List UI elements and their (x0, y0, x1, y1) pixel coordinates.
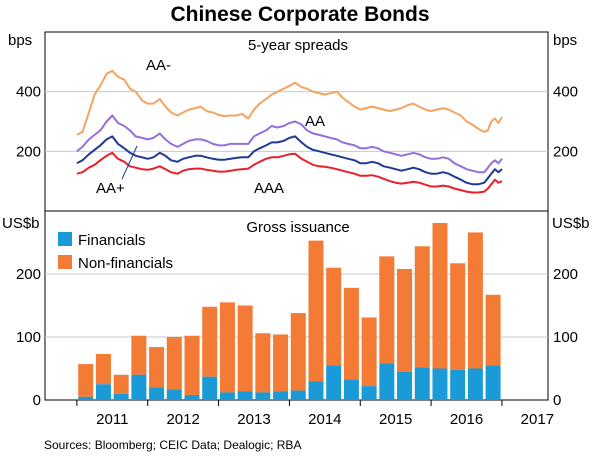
bar-financials (166, 389, 182, 400)
x-axis-year-label: 2014 (308, 411, 341, 428)
x-axis-year-label: 2013 (237, 411, 270, 428)
bar-financials (308, 381, 324, 400)
bar-nonfinancials (237, 305, 253, 392)
x-axis-year-label: 2016 (450, 411, 483, 428)
bar-financials (290, 390, 306, 400)
bar-nonfinancials (361, 317, 377, 387)
bar-financials (202, 376, 218, 400)
x-axis-year-label: 2012 (166, 411, 199, 428)
bar-financials (131, 374, 147, 400)
legend: Financials Non-financials (58, 232, 173, 272)
source-note: Sources: Bloomberg; CEIC Data; Dealogic;… (44, 438, 301, 452)
issuance-right-tick-label: 100 (553, 329, 578, 346)
spreads-lines (76, 69, 503, 194)
x-axis-year-label: 2015 (379, 411, 412, 428)
series-label-aaa: AAA (254, 180, 284, 197)
bar-nonfinancials (255, 333, 271, 393)
issuance-left-tick-label: 100 (16, 329, 41, 346)
bar-financials (432, 368, 448, 400)
issuance-panel-title: Gross issuance (246, 219, 349, 236)
issuance-left-tick-label: 200 (16, 266, 41, 283)
bar-nonfinancials (149, 347, 165, 388)
bar-nonfinancials (467, 232, 483, 369)
legend-swatch-nonfinancials (58, 255, 72, 269)
bar-financials (149, 387, 165, 400)
spread-line-aa (76, 114, 503, 174)
issuance-left-tick-label: 0 (33, 392, 41, 409)
bar-nonfinancials (485, 294, 501, 366)
spread-line-aa-minusplus (76, 135, 503, 186)
bar-nonfinancials (202, 306, 218, 377)
series-label-aa: AA (305, 113, 325, 130)
chart-title: Chinese Corporate Bonds (170, 3, 429, 26)
bar-nonfinancials (184, 335, 200, 395)
bar-nonfinancials (414, 246, 430, 368)
issuance-left-unit: US$b (2, 215, 40, 232)
bar-nonfinancials (397, 268, 413, 372)
bar-nonfinancials (113, 374, 129, 394)
issuance-bars (78, 222, 501, 400)
bar-financials (78, 396, 94, 400)
bar-nonfinancials (290, 313, 306, 391)
bar-financials (467, 368, 483, 400)
bar-nonfinancials (379, 256, 395, 364)
legend-label-financials: Financials (78, 232, 146, 249)
spreads-right-unit: bps (553, 32, 577, 49)
bar-nonfinancials (219, 302, 235, 393)
spreads-panel-title: 5-year spreads (248, 37, 348, 54)
bar-nonfinancials (95, 354, 111, 385)
x-axis-year-label: 2011 (96, 411, 128, 428)
issuance-tick-labels: 0 0 100 100 200 200 (16, 266, 578, 409)
bar-nonfinancials (432, 222, 448, 369)
issuance-right-tick-label: 0 (553, 392, 561, 409)
bar-financials (397, 371, 413, 400)
bar-nonfinancials (450, 263, 466, 370)
bar-financials (219, 392, 235, 400)
x-axis-year-label: 2017 (521, 411, 554, 428)
bar-nonfinancials (326, 267, 342, 366)
spreads-right-tick-label: 400 (553, 84, 578, 101)
series-label-aa-plus: AA+ (96, 180, 125, 197)
bar-financials (113, 393, 129, 400)
bar-financials (184, 394, 200, 400)
legend-swatch-financials (58, 232, 72, 246)
series-label-aa-minus: AA- (146, 57, 171, 74)
bar-financials (237, 391, 253, 400)
spread-line-aaa (76, 151, 503, 194)
aa-plus-pointer (121, 145, 138, 180)
spreads-left-tick-label: 200 (16, 143, 41, 160)
bar-financials (361, 386, 377, 400)
spreads-left-tick-label: 400 (16, 84, 41, 101)
issuance-right-tick-label: 200 (553, 266, 578, 283)
bar-nonfinancials (273, 334, 289, 392)
bar-financials (379, 363, 395, 400)
bar-nonfinancials (166, 337, 182, 390)
bar-financials (273, 391, 289, 400)
bar-financials (414, 367, 430, 400)
bar-financials (326, 365, 342, 400)
issuance-right-unit: US$b (552, 215, 590, 232)
bar-financials (485, 365, 501, 400)
bar-nonfinancials (308, 240, 324, 382)
legend-label-nonfinancials: Non-financials (78, 255, 173, 272)
bar-financials (95, 384, 111, 400)
bar-financials (255, 392, 271, 400)
spreads-tick-labels: 200 200 400 400 (16, 84, 578, 161)
bar-nonfinancials (343, 287, 359, 380)
x-axis-tick-labels: 2011 2012 2013 2014 2015 2016 2017 (76, 400, 554, 428)
spreads-right-tick-label: 200 (553, 143, 578, 160)
spread-line-aa-minus (76, 69, 503, 136)
spreads-left-unit: bps (8, 32, 32, 49)
bar-nonfinancials (131, 335, 147, 375)
bar-financials (450, 369, 466, 400)
bar-nonfinancials (78, 364, 94, 397)
bar-financials (343, 379, 359, 400)
